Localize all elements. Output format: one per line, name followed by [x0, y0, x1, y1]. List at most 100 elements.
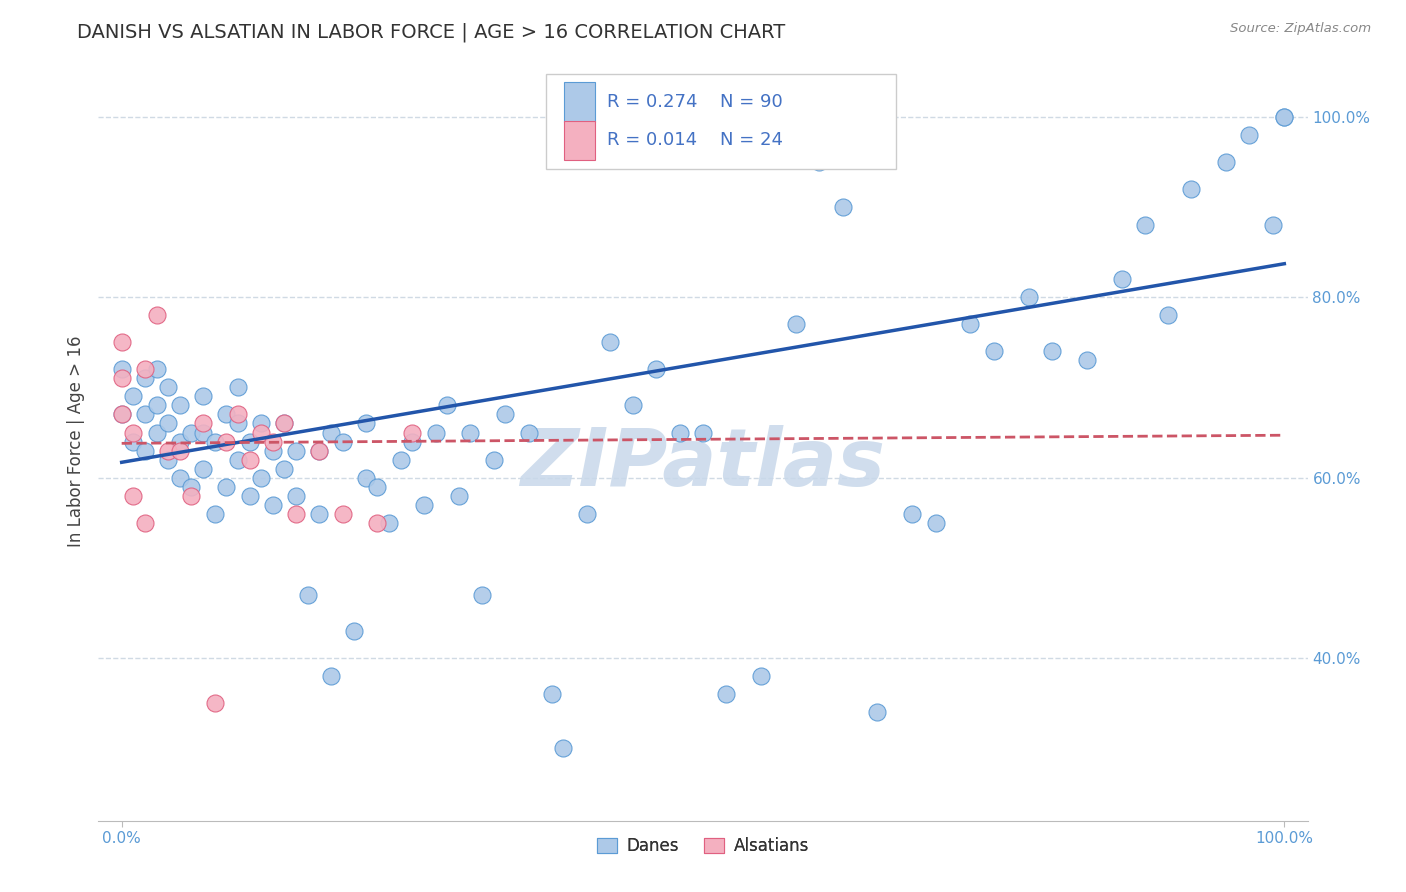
Point	[169, 443, 191, 458]
Point	[111, 362, 134, 376]
Point	[1111, 272, 1133, 286]
Text: N = 24: N = 24	[720, 131, 783, 149]
Point	[1157, 308, 1180, 322]
Point	[204, 696, 226, 710]
Point	[959, 317, 981, 331]
Point	[285, 443, 308, 458]
Point	[191, 417, 214, 431]
Point	[226, 417, 249, 431]
Point	[157, 380, 180, 394]
Point	[389, 452, 412, 467]
Point	[262, 434, 284, 449]
Y-axis label: In Labor Force | Age > 16: In Labor Force | Age > 16	[66, 335, 84, 548]
Point	[308, 507, 330, 521]
Point	[285, 489, 308, 503]
Point	[866, 706, 889, 720]
Point	[354, 470, 377, 484]
Point	[215, 480, 238, 494]
Point	[250, 417, 273, 431]
Point	[191, 389, 214, 403]
Point	[1239, 128, 1261, 142]
Point	[239, 434, 262, 449]
Point	[169, 470, 191, 484]
Point	[169, 434, 191, 449]
Point	[482, 452, 505, 467]
Point	[1261, 218, 1284, 232]
Point	[517, 425, 540, 440]
Point	[668, 425, 690, 440]
Point	[145, 425, 167, 440]
Point	[378, 516, 401, 530]
Point	[716, 687, 738, 701]
Point	[401, 434, 423, 449]
Point	[1076, 353, 1098, 368]
Point	[1040, 344, 1063, 359]
FancyBboxPatch shape	[564, 82, 595, 121]
Point	[308, 443, 330, 458]
Point	[413, 498, 436, 512]
Point	[111, 371, 134, 385]
Point	[215, 434, 238, 449]
Point	[343, 624, 366, 639]
Point	[157, 452, 180, 467]
Point	[273, 417, 295, 431]
Point	[239, 489, 262, 503]
Point	[262, 498, 284, 512]
Point	[226, 408, 249, 422]
Point	[553, 741, 575, 756]
Point	[319, 669, 342, 683]
Point	[157, 443, 180, 458]
Point	[308, 443, 330, 458]
Point	[599, 335, 621, 350]
Point	[924, 516, 946, 530]
Point	[215, 408, 238, 422]
Point	[145, 399, 167, 413]
Point	[460, 425, 482, 440]
Point	[191, 461, 214, 475]
Legend: Danes, Alsatians: Danes, Alsatians	[591, 830, 815, 862]
Point	[901, 507, 924, 521]
Point	[134, 516, 156, 530]
Point	[297, 588, 319, 602]
Point	[401, 425, 423, 440]
Point	[111, 335, 134, 350]
Point	[204, 434, 226, 449]
Point	[250, 425, 273, 440]
Point	[169, 399, 191, 413]
Point	[621, 399, 644, 413]
Point	[122, 425, 145, 440]
Point	[1272, 110, 1295, 124]
Point	[447, 489, 470, 503]
Point	[785, 317, 807, 331]
Point	[273, 417, 295, 431]
Point	[983, 344, 1005, 359]
Point	[1018, 290, 1040, 304]
Point	[354, 417, 377, 431]
Point	[122, 389, 145, 403]
Point	[111, 408, 134, 422]
Point	[645, 362, 668, 376]
Point	[366, 516, 388, 530]
Point	[226, 452, 249, 467]
Point	[111, 408, 134, 422]
Point	[319, 425, 342, 440]
Point	[1180, 182, 1202, 196]
Point	[1272, 110, 1295, 124]
Point	[692, 425, 714, 440]
Point	[191, 425, 214, 440]
Text: ZIPatlas: ZIPatlas	[520, 425, 886, 503]
Point	[250, 470, 273, 484]
Point	[749, 669, 772, 683]
Text: Source: ZipAtlas.com: Source: ZipAtlas.com	[1230, 22, 1371, 36]
Point	[436, 399, 458, 413]
Point	[134, 408, 156, 422]
Point	[425, 425, 447, 440]
FancyBboxPatch shape	[546, 74, 897, 169]
Point	[134, 371, 156, 385]
Point	[180, 489, 202, 503]
Point	[180, 480, 202, 494]
Point	[134, 443, 156, 458]
Text: DANISH VS ALSATIAN IN LABOR FORCE | AGE > 16 CORRELATION CHART: DANISH VS ALSATIAN IN LABOR FORCE | AGE …	[77, 22, 786, 42]
Point	[1133, 218, 1156, 232]
Point	[134, 362, 156, 376]
